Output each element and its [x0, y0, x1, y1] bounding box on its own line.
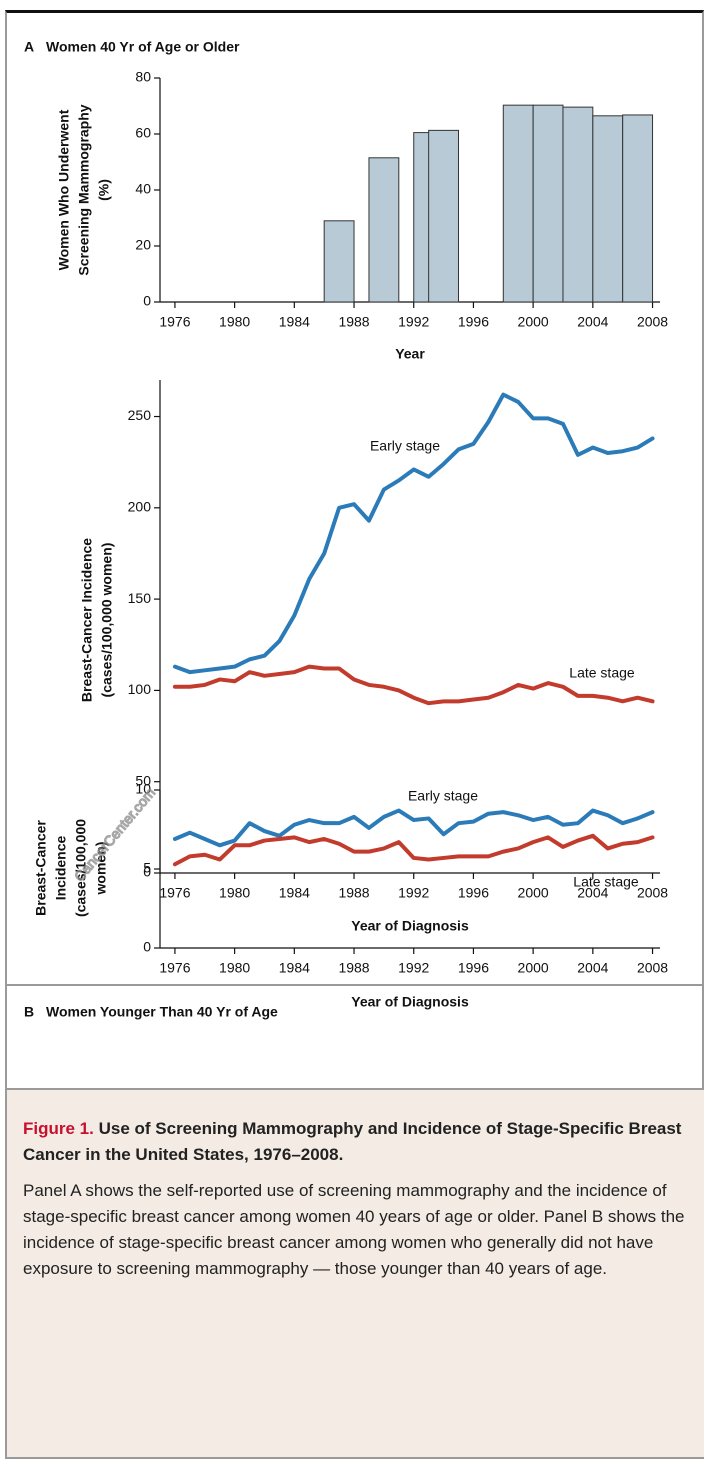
x-tick-label: 1980 — [219, 885, 250, 901]
y-tick-label: 0 — [143, 864, 151, 880]
y-tick-label: 50 — [135, 772, 151, 788]
x-tick-label: 1976 — [159, 960, 190, 976]
bar — [562, 106, 594, 303]
y-tick-label: 250 — [128, 407, 152, 423]
panel-letter: A — [24, 39, 34, 55]
x-tick-label: 1980 — [219, 960, 250, 976]
x-tick-label: 1980 — [219, 314, 250, 330]
x-tick-label: 2000 — [518, 960, 549, 976]
x-tick-label: 2004 — [577, 885, 608, 901]
x-tick-label: 1996 — [458, 960, 489, 976]
x-tick-label: 2004 — [577, 960, 608, 976]
x-tick-label: 1976 — [159, 314, 190, 330]
series-label: Late stage — [573, 874, 639, 890]
y-axis-title: (cases/100,000 women) — [99, 543, 115, 698]
series-line — [172, 833, 655, 867]
charts: A Women 40 Yr of Age or Older 0 20 40 60 80 197… — [7, 39, 704, 1020]
y-axis-title: Breast-Cancer — [33, 820, 49, 916]
y-axis-title: women) — [93, 842, 109, 896]
x-tick-label: 1996 — [458, 885, 489, 901]
figure-frame — [5, 10, 704, 1459]
panel-letter: B — [24, 1004, 34, 1020]
x-tick-label: 2000 — [518, 885, 549, 901]
figure-text: Panel A shows the self-reported use of s… — [23, 1181, 685, 1278]
y-axis-title: Women Who Underwent — [56, 109, 72, 270]
bar — [368, 157, 400, 303]
x-tick-label: 2004 — [577, 314, 608, 330]
series-label: Late stage — [569, 665, 635, 681]
bar — [323, 220, 355, 303]
x-tick-label: 2000 — [518, 314, 549, 330]
y-tick-label: 60 — [135, 125, 151, 141]
y-axis-title: Incidence — [53, 836, 69, 901]
y-tick-label: 10 — [135, 781, 151, 797]
series-line — [172, 808, 655, 848]
y-axis-title: (%) — [96, 179, 112, 201]
y-tick-label: 40 — [135, 181, 151, 197]
series-label: Early stage — [408, 788, 478, 804]
x-tick-label: 1984 — [279, 960, 310, 976]
y-tick-label: 0 — [143, 939, 151, 955]
x-tick-label: 2008 — [637, 960, 668, 976]
x-axis-title: Year of Diagnosis — [351, 918, 469, 934]
x-tick-label: 1988 — [338, 885, 369, 901]
panel-title: Women Younger Than 40 Yr of Age — [46, 1004, 278, 1020]
y-tick-label: 5 — [143, 860, 151, 876]
panel-title: Women 40 Yr of Age or Older — [46, 39, 240, 55]
series-line — [172, 664, 655, 706]
y-tick-label: 200 — [128, 499, 152, 515]
x-tick-label: 1984 — [279, 885, 310, 901]
x-tick-label: 1992 — [398, 885, 429, 901]
series-line — [172, 392, 655, 675]
x-tick-label: 1992 — [398, 960, 429, 976]
x-tick-label: 1988 — [338, 314, 369, 330]
y-axis-title: Breast-Cancer Incidence — [79, 538, 95, 702]
x-tick-label: 2008 — [637, 314, 668, 330]
bar — [502, 104, 534, 303]
x-tick-label: 1996 — [458, 314, 489, 330]
x-axis-title: Year — [395, 346, 425, 362]
x-tick-label: 2008 — [637, 885, 668, 901]
x-tick-label: 1988 — [338, 960, 369, 976]
y-tick-label: 150 — [128, 590, 152, 606]
y-axis-title: Screening Mammography — [76, 104, 92, 275]
figure-title: Use of Screening Mammography and Inciden… — [23, 1119, 682, 1164]
caption: Figure 1. Use of Screening Mammography a… — [7, 1088, 704, 1457]
x-tick-label: 1984 — [279, 314, 310, 330]
y-tick-label: 0 — [143, 293, 151, 309]
figure-label: Figure 1. — [23, 1119, 94, 1138]
series-label: Early stage — [370, 438, 440, 454]
x-tick-label: 1976 — [159, 885, 190, 901]
bar — [592, 115, 624, 303]
y-axis-title: (cases/100,000 — [73, 819, 89, 917]
bar — [428, 129, 460, 303]
y-tick-label: 20 — [135, 237, 151, 253]
y-tick-label: 80 — [135, 69, 151, 85]
x-axis-title: Year of Diagnosis — [351, 994, 469, 1010]
y-tick-label: 100 — [128, 681, 152, 697]
bar — [622, 114, 654, 303]
caption-heading: Figure 1. Use of Screening Mammography a… — [23, 1116, 690, 1168]
bar — [532, 104, 564, 303]
x-tick-label: 1992 — [398, 314, 429, 330]
